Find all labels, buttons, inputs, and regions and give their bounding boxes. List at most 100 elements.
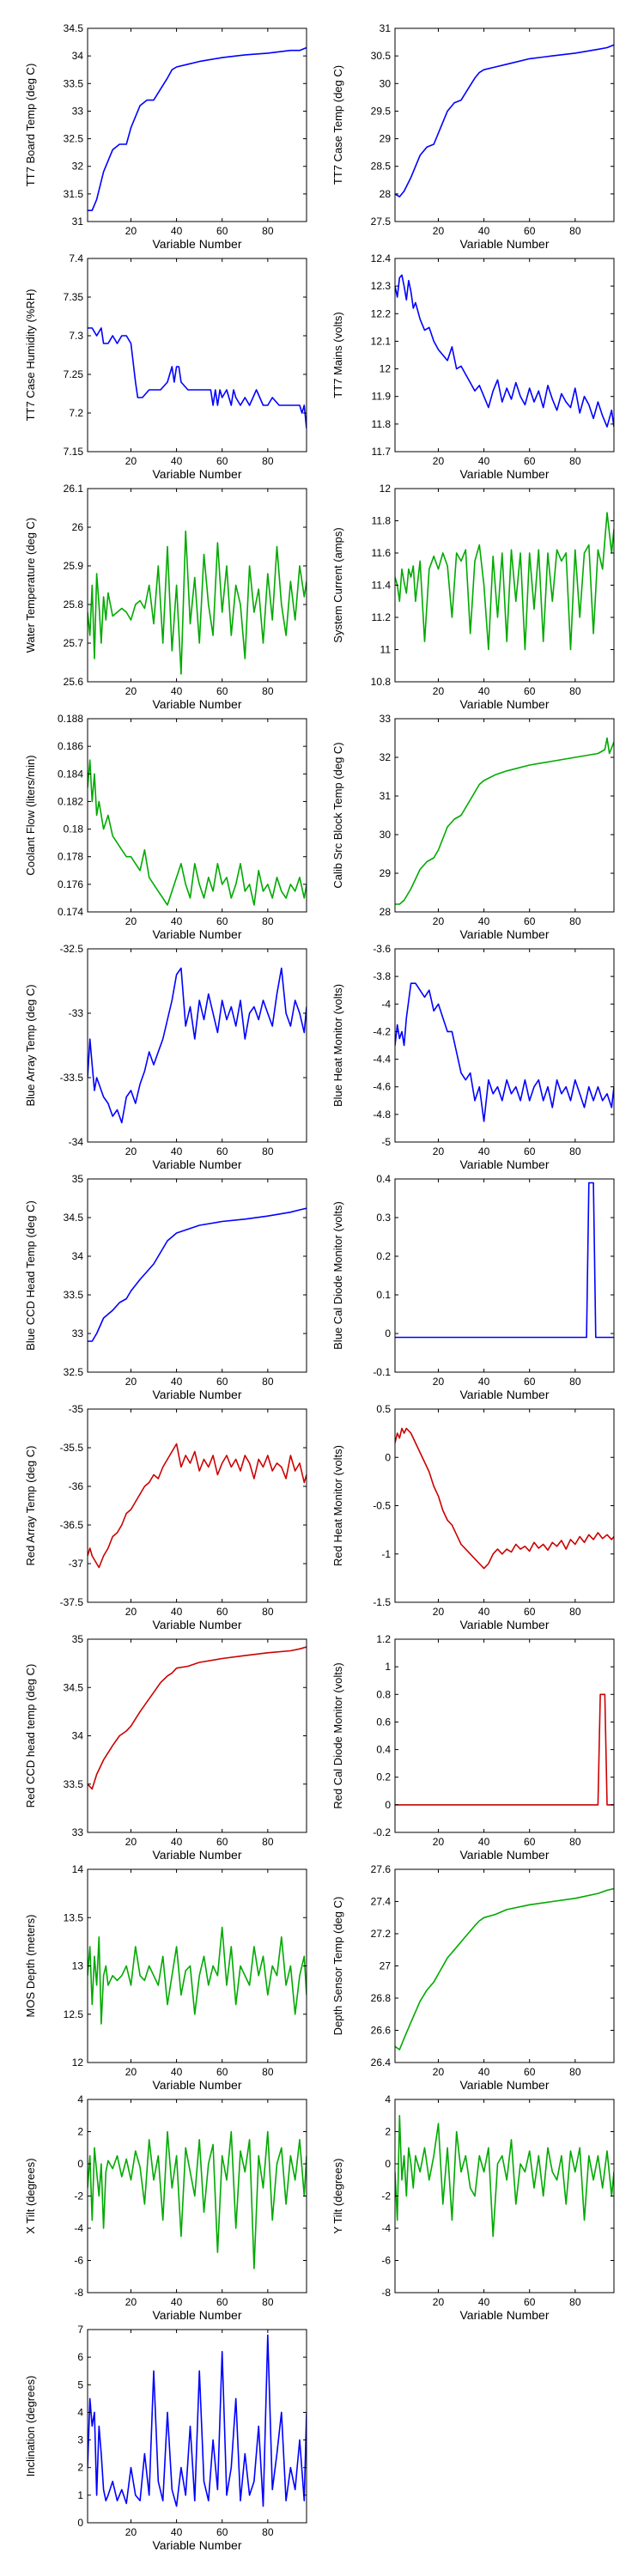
y-tick-label: 14 [72,1863,84,1875]
x-tick-label: 20 [433,2296,445,2308]
series-line [395,274,614,428]
y-tick-label: 26.6 [371,2025,392,2037]
y-tick-label: 12.1 [371,335,392,347]
chart-panel: 20 40 60 80 32.5 33 33.5 34 34.5 35 Variable Numbe… [24,1173,307,1401]
series-line [395,44,614,197]
y-tick-label: 4 [77,2406,83,2418]
y-tick-label: 27.2 [371,1928,392,1940]
y-tick-label: -37.5 [60,1596,84,1608]
y-tick-label: 0.176 [58,878,83,890]
y-tick-label: 31.5 [64,188,84,200]
series-line [395,512,614,651]
y-tick-label: -37 [69,1558,84,1570]
series-line [88,759,307,906]
axes-box [87,2329,307,2524]
axes-box [394,2099,615,2293]
x-axis-label: Variable Number [152,1157,241,1171]
axes-box [394,27,615,222]
series-line [395,1887,614,2050]
chart-panel: 20 40 60 80 11.7 11.8 11.9 12 12.1 12.2 12.3 12.4 Va… [331,252,615,481]
x-tick-label: 60 [524,2296,536,2308]
y-tick-label: 13.5 [64,1911,84,1923]
x-tick-label: 60 [216,685,228,697]
y-tick-label: 0 [77,2517,83,2529]
x-axis-label: Variable Number [152,1618,241,1631]
chart-panel: 20 40 60 80 10.8 11 11.2 11.4 11.6 11.8 12 Variable… [331,483,615,711]
y-tick-label: 3 [77,2434,83,2446]
x-tick-label: 60 [216,225,228,237]
chart-panel: 20 40 60 80 -0.1 0 0.1 0.2 0.3 0.4 Variable Number… [331,1173,615,1401]
y-tick-label: 0.5 [376,1403,391,1415]
x-tick-label: 80 [262,2066,274,2078]
y-tick-label: 32 [380,751,392,763]
series-line [88,530,307,675]
chart-panel: 20 40 60 80 25.6 25.7 25.8 25.9 26 26.1 Variable N… [24,483,307,711]
y-tick-label: 26.8 [371,1992,392,2004]
y-tick-label: 11.6 [372,547,392,559]
y-tick-label: 12 [72,2057,84,2069]
y-tick-label: 30.5 [371,50,392,62]
y-tick-label: 0.186 [58,740,83,752]
y-tick-label: 12 [380,363,392,375]
y-tick-label: -4.8 [373,1109,391,1121]
y-tick-label: 31 [72,216,84,228]
x-tick-label: 80 [262,2296,274,2308]
x-tick-label: 40 [478,685,490,697]
y-tick-label: 0.174 [58,906,83,918]
x-tick-label: 60 [524,685,536,697]
y-tick-label: 0.6 [376,1716,391,1728]
x-tick-label: 80 [262,1376,274,1388]
y-tick-label: 31 [380,22,392,34]
axes-box [394,1868,615,2063]
x-tick-label: 80 [262,225,274,237]
series-line [395,1182,614,1339]
y-axis-label: Inclination (degrees) [24,2376,37,2477]
y-tick-label: 7.35 [64,291,84,303]
series-line [88,967,307,1124]
x-tick-label: 60 [524,1376,536,1388]
x-tick-label: 60 [524,915,536,927]
x-tick-label: 80 [262,1836,274,1848]
chart-panel: 20 40 60 80 0 1 2 3 4 5 6 7 Variable Number Inclinati… [24,2324,307,2552]
x-axis-label: Variable Number [152,2308,241,2322]
x-tick-label: 80 [569,915,581,927]
y-tick-label: 6 [77,2351,83,2363]
y-tick-label: -32.5 [60,943,84,955]
y-tick-label: -33 [69,1007,84,1019]
series-line [395,737,614,905]
x-tick-label: 60 [216,915,228,927]
y-tick-label: 26.4 [371,2057,392,2069]
chart-panel: 20 40 60 80 33 33.5 34 34.5 35 Variable Number Red… [24,1633,307,1862]
x-tick-label: 20 [125,225,137,237]
x-tick-label: 60 [216,2526,228,2538]
x-axis-label: Variable Number [152,1848,241,1862]
y-tick-label: 0.2 [376,1250,391,1262]
y-axis-label: Blue CCD Head Temp (deg C) [24,1200,37,1351]
x-tick-label: 80 [262,915,274,927]
y-tick-label: 7 [77,2324,83,2336]
y-tick-label: 33.5 [64,1778,84,1790]
axes-box [394,1178,615,1373]
y-tick-label: 34 [72,1250,84,1262]
y-tick-label: 0 [385,1451,391,1463]
x-tick-label: 20 [433,685,445,697]
x-tick-label: 80 [569,1145,581,1157]
chart-panel: 20 40 60 80 28 29 30 31 32 33 Variable Number Calib… [331,713,615,941]
y-tick-label: 11.8 [372,515,392,527]
y-tick-label: 34.5 [64,22,84,34]
axes-box [394,1638,615,1833]
y-axis-label: Water Temperature (deg C) [24,518,37,653]
series-line [88,46,307,211]
y-tick-label: -2 [74,2190,83,2202]
chart-panel: 20 40 60 80 -1.5 -1 -0.5 0 0.5 Variable Number Red… [331,1403,615,1631]
y-axis-label: Coolant Flow (liters/min) [24,755,37,875]
chart-panel: 20 40 60 80 26.4 26.6 26.8 27 27.2 27.4 27.6 Variab… [331,1863,615,2092]
y-tick-label: 0.1 [376,1289,391,1301]
y-tick-label: 33 [380,713,392,725]
x-tick-label: 60 [524,1145,536,1157]
chart-panel: 20 40 60 80 -8 -6 -4 -2 0 2 4 Variable Number X Tilt… [24,2093,307,2322]
y-tick-label: 35 [72,1633,84,1645]
axes-box [394,1408,615,1603]
y-tick-label: 31 [380,790,392,802]
x-tick-label: 80 [262,1145,274,1157]
